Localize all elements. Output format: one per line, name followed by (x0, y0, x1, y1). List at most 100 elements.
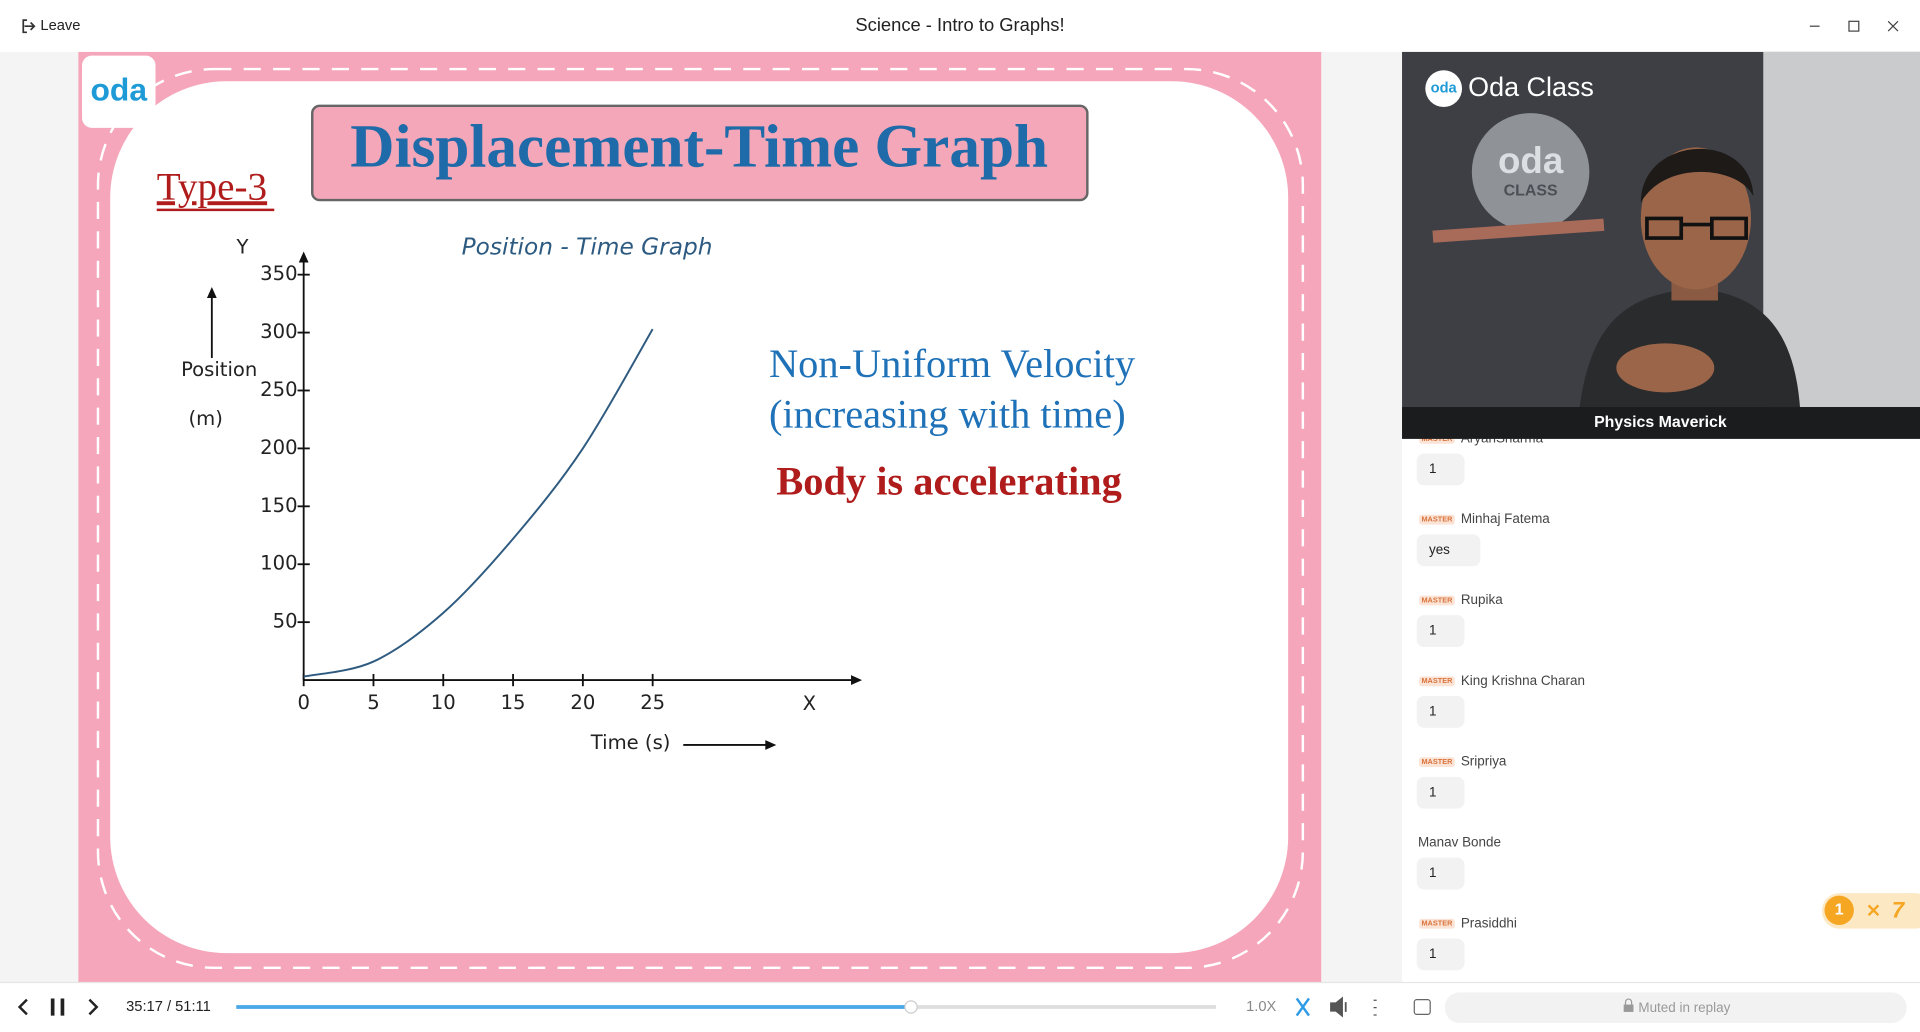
name-bar (1402, 407, 1920, 439)
master-badge-bg (1419, 757, 1455, 768)
master-badge: MASTER (1421, 919, 1453, 928)
video-logo: oda (1431, 81, 1458, 97)
master-badge-bg (1419, 676, 1455, 687)
x-tick-label: 25 (640, 691, 665, 714)
chat-panel (1402, 438, 1920, 983)
prev-button[interactable] (17, 998, 28, 1016)
x-tick-label: 5 (367, 691, 379, 714)
x-tick-label: 20 (570, 691, 595, 714)
wall-logo-sub: CLASS (1504, 183, 1558, 200)
y-tick-label: 300 (260, 320, 297, 343)
wall-banner (1432, 218, 1605, 243)
y-tick-label: 50 (273, 610, 298, 633)
clip-button[interactable] (1295, 997, 1310, 1017)
chat-name: Manav Bonde (1418, 835, 1501, 850)
y-tick-label: 350 (260, 262, 297, 285)
y-axis-name: Y (235, 235, 248, 258)
chat-name: Sripriya (1461, 754, 1507, 769)
slide-logo: oda (90, 72, 147, 108)
master-badge-bg (1419, 595, 1455, 606)
input-placeholder: Muted in replay (1638, 1000, 1730, 1015)
y-tick-label: 250 (260, 378, 297, 401)
chat-bubble (1416, 938, 1465, 971)
close-button[interactable] (1887, 20, 1899, 32)
reaction-times (1867, 904, 1880, 917)
playback-time: 35:17 / 51:11 (126, 999, 211, 1015)
next-button[interactable] (88, 998, 99, 1016)
x-label-arrowhead (765, 740, 777, 750)
chat-bubble (1416, 696, 1465, 728)
slide-title: Displacement-Time Graph (350, 112, 1048, 180)
wall-logo: oda (1498, 140, 1564, 181)
reaction-streak: 7 (1892, 897, 1906, 922)
slide-panel (110, 81, 1289, 954)
x-axis-label: Time (s) (590, 731, 671, 754)
video-brand: Oda Class (1468, 72, 1594, 102)
chat-name: Prasiddhi (1461, 915, 1517, 930)
x-tick-label: 15 (501, 691, 526, 714)
presenter-hands (1616, 343, 1715, 393)
chart-title: Position - Time Graph (462, 233, 713, 260)
master-badge: MASTER (1421, 595, 1453, 604)
chat-bubble (1416, 776, 1465, 809)
volume-button[interactable] (1330, 996, 1347, 1018)
y-axis-label: Position (181, 358, 257, 381)
chat-text: 1 (1429, 703, 1436, 718)
data-line (303, 328, 654, 678)
chat-name: King Krishna Charan (1461, 673, 1585, 688)
chat-bubble (1416, 453, 1465, 486)
reaction-circle (1824, 895, 1854, 925)
chat-text: 1 (1429, 946, 1436, 961)
lock-icon (1623, 1004, 1634, 1012)
x-tick-label: 10 (431, 691, 456, 714)
leave-button[interactable]: Leave (40, 18, 80, 34)
y-tick-label: 100 (260, 552, 297, 575)
maximize-button[interactable] (1848, 20, 1860, 32)
video-logo-circle (1425, 70, 1463, 108)
presenter-hair (1640, 148, 1754, 203)
y-axis-label: (m) (189, 407, 223, 430)
master-badge: MASTER (1421, 757, 1453, 766)
x-axis-arrow (851, 675, 863, 685)
note: (increasing with time) (769, 391, 1126, 436)
window-title: Science - Intro to Graphs! (855, 14, 1064, 35)
chat-name: Rupika (1461, 592, 1503, 607)
chat-text: 1 (1429, 461, 1436, 476)
y-tick-label: 150 (260, 494, 297, 517)
x-axis-name: X (803, 692, 816, 715)
presenter-head (1640, 147, 1752, 290)
slide-dashed-border (96, 67, 1305, 970)
mid-gutter (1321, 51, 1403, 983)
chat-text: 1 (1429, 865, 1436, 880)
progress-knob[interactable] (904, 1000, 918, 1014)
chat-bubble (1416, 615, 1465, 648)
y-tick-label: 200 (260, 436, 297, 459)
presenter-glasses (1645, 216, 1748, 240)
speed-button[interactable]: 1.0X (1246, 999, 1276, 1015)
presenter-name: Physics Maverick (1594, 414, 1727, 431)
conclusion: Body is accelerating (776, 459, 1122, 504)
title-box (311, 104, 1089, 202)
y-axis-arrow (298, 251, 309, 263)
chat-bubble (1416, 857, 1465, 890)
leave-icon[interactable] (22, 19, 36, 34)
chat-text: 1 (1429, 784, 1436, 799)
chat-input[interactable] (1444, 992, 1907, 1023)
lock-shackle (1624, 998, 1633, 1005)
left-gutter (0, 51, 79, 983)
chat-text: yes (1429, 542, 1450, 557)
pause-button[interactable] (50, 998, 65, 1016)
top-bar (0, 0, 1920, 52)
master-badge-bg (1419, 514, 1455, 525)
chat-bubble (1416, 534, 1481, 567)
type-label: Type-3 (157, 165, 267, 208)
chat-text: 1 (1429, 623, 1436, 638)
x-tick-label: 0 (297, 691, 309, 714)
chat-toggle[interactable] (1413, 999, 1431, 1015)
y-label-arrowhead (206, 287, 217, 299)
wall-logo-circle (1471, 113, 1590, 231)
video-wall-right (1763, 51, 1920, 408)
master-badge: MASTER (1421, 515, 1453, 524)
